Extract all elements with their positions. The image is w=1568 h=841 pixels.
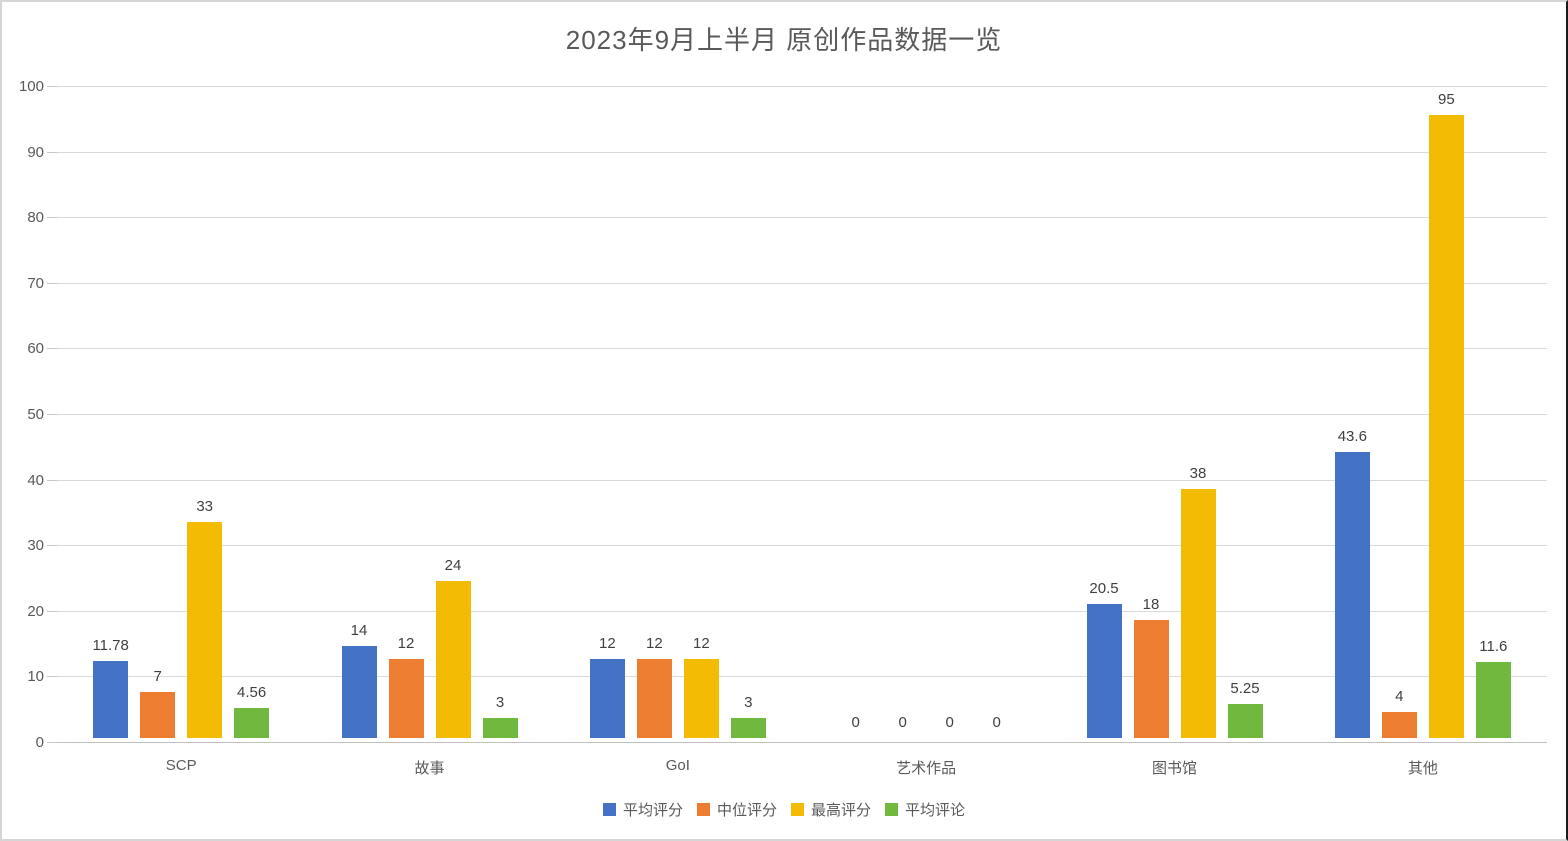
bar <box>1381 711 1417 738</box>
bar-value-label: 0 <box>898 714 907 731</box>
legend-swatch-icon <box>696 803 710 816</box>
category-label: SCP <box>165 757 197 774</box>
bar <box>1180 488 1216 738</box>
bar <box>589 659 625 738</box>
category-label: 艺术作品 <box>896 760 957 777</box>
y-axis-label: 30 <box>27 537 44 555</box>
y-axis-tick <box>47 217 57 219</box>
y-axis-tick <box>47 151 57 153</box>
gridline <box>57 545 1547 547</box>
bar <box>341 646 377 738</box>
bar <box>482 718 518 738</box>
bar <box>1086 603 1122 738</box>
gridline <box>57 348 1547 350</box>
y-axis-label: 90 <box>27 143 44 161</box>
y-axis-label: 70 <box>27 274 44 292</box>
chart-title: 2023年9月上半月 原创作品数据一览 <box>565 25 1003 55</box>
bar-value-label: 3 <box>744 694 753 712</box>
y-axis-tick <box>47 545 57 547</box>
bar <box>683 659 719 738</box>
gridline <box>57 217 1547 219</box>
y-axis-label: 0 <box>35 734 44 751</box>
bar-value-label: 33 <box>196 497 213 515</box>
y-axis-tick <box>47 414 57 415</box>
legend-item: 中位评分 <box>696 799 777 820</box>
y-axis-label: 50 <box>27 406 44 423</box>
bar-value-label: 4 <box>1395 687 1404 705</box>
bar <box>1475 661 1511 738</box>
gridline <box>57 414 1547 415</box>
bar <box>234 708 270 738</box>
x-axis-line <box>57 742 1547 743</box>
bar-value-label: 95 <box>1437 90 1455 108</box>
bar-value-label: 11.78 <box>92 636 129 654</box>
bar-value-label: 0 <box>992 714 1001 731</box>
bar-value-label: 5.25 <box>1230 679 1260 697</box>
bar <box>435 580 471 738</box>
bar-value-label: 11.6 <box>1479 637 1508 655</box>
legend-label: 平均评论 <box>905 802 966 819</box>
y-axis-label: 60 <box>27 340 44 358</box>
bar <box>1334 451 1370 738</box>
bar <box>388 659 424 738</box>
bar-value-label: 20.5 <box>1089 579 1119 597</box>
bar-value-label: 7 <box>153 668 162 686</box>
y-axis-tick <box>47 86 57 87</box>
bar-value-label: 38 <box>1189 464 1207 482</box>
bar-value-label: 0 <box>851 714 860 731</box>
legend-label: 最高评分 <box>811 802 872 819</box>
bar <box>1227 703 1263 738</box>
bar-value-label: 12 <box>692 635 710 653</box>
bar <box>1133 619 1169 738</box>
y-axis-tick <box>47 479 57 481</box>
bar-value-label: 14 <box>350 622 368 640</box>
bar-value-label: 0 <box>945 714 954 731</box>
y-axis-tick <box>47 742 57 743</box>
y-axis-label: 100 <box>18 78 44 95</box>
bar <box>730 718 766 738</box>
bar <box>1428 114 1464 738</box>
legend: 平均评分 中位评分 最高评分 平均评论 <box>2 799 1566 820</box>
bar <box>636 659 672 738</box>
gridline <box>57 86 1547 87</box>
legend-swatch-icon <box>602 803 616 816</box>
legend-item: 最高评分 <box>791 799 871 820</box>
y-axis-tick <box>47 610 57 612</box>
bar-value-label: 3 <box>495 694 505 712</box>
legend-swatch-icon <box>791 803 804 816</box>
y-axis-label: 20 <box>27 602 44 620</box>
y-axis-tick <box>47 282 57 284</box>
gridline <box>57 676 1547 678</box>
bar-value-label: 12 <box>645 635 663 653</box>
bar <box>93 660 129 738</box>
bar-value-label: 12 <box>598 635 616 653</box>
bar-value-label: 4.56 <box>237 684 267 702</box>
legend-swatch-icon <box>885 803 899 816</box>
category-label: GoI <box>665 757 690 774</box>
legend-label: 中位评分 <box>716 802 777 819</box>
y-axis-label: 40 <box>27 471 44 489</box>
bar-value-label: 18 <box>1142 595 1160 613</box>
category-label: 图书馆 <box>1151 760 1197 777</box>
gridline <box>57 610 1547 612</box>
bar <box>187 521 223 738</box>
y-axis-label: 10 <box>27 668 44 686</box>
gridline <box>57 151 1547 153</box>
category-label: 其他 <box>1407 760 1438 777</box>
gridline <box>57 282 1547 284</box>
legend-label: 平均评分 <box>622 802 683 819</box>
bar <box>140 692 176 738</box>
y-axis-label: 80 <box>27 209 44 227</box>
gridline <box>57 479 1547 481</box>
legend-item: 平均评分 <box>602 799 683 820</box>
bar-value-label: 24 <box>444 556 462 574</box>
y-axis-tick <box>47 676 57 678</box>
category-label: 故事 <box>414 760 445 777</box>
bar-value-label: 12 <box>397 635 415 653</box>
legend-item: 平均评论 <box>885 799 965 820</box>
y-axis-tick <box>47 348 57 350</box>
bar-value-label: 43.6 <box>1337 427 1367 445</box>
